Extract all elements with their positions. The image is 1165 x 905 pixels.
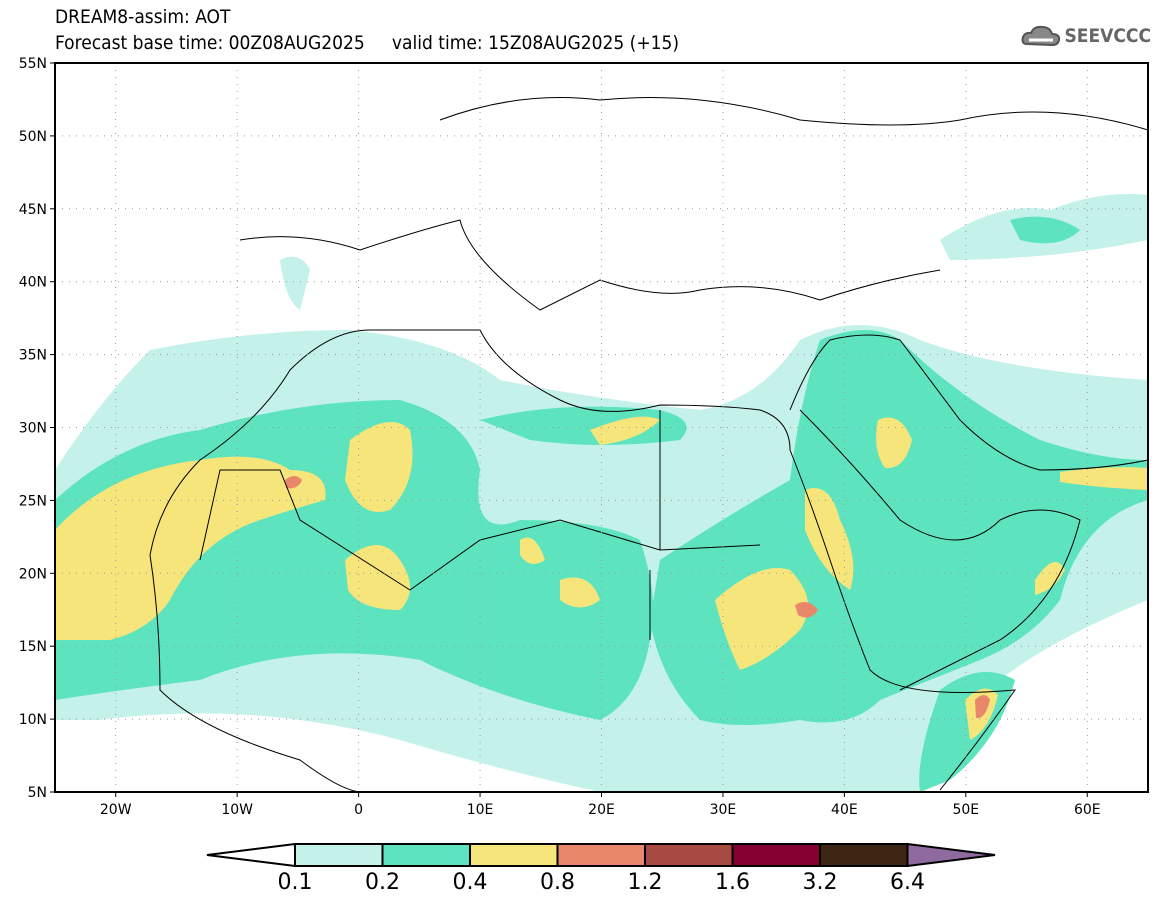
colorbar-label: 1.2 bbox=[627, 870, 663, 895]
lon-label: 10E bbox=[467, 802, 494, 818]
lon-label: 10W bbox=[221, 802, 253, 818]
aot-field-0.4 bbox=[1060, 467, 1148, 490]
colorbar-label: 0.8 bbox=[540, 870, 575, 895]
logo-text: SEEVCCC bbox=[1064, 25, 1151, 47]
aot-field-0.1 bbox=[280, 256, 310, 310]
lat-label: 25N bbox=[19, 493, 47, 509]
aot-field-0.4 bbox=[805, 488, 854, 590]
colorbar-swatch bbox=[294, 843, 384, 867]
aot-field-0.4 bbox=[55, 456, 326, 640]
aot-field-0.4 bbox=[715, 568, 808, 670]
lon-label: 50E bbox=[952, 802, 979, 818]
colorbar-swatch bbox=[731, 843, 821, 867]
lon-label: 20E bbox=[588, 802, 615, 818]
colorbar-label: 0.2 bbox=[365, 870, 400, 895]
colorbar-under-arrow bbox=[206, 842, 296, 868]
aot-field-0.8 bbox=[285, 476, 302, 489]
aot-field-0.4 bbox=[345, 545, 410, 610]
colorbar-label: 0.4 bbox=[452, 870, 488, 895]
aot-field-0.2 bbox=[1010, 216, 1080, 244]
lon-label: 0 bbox=[354, 802, 363, 818]
colorbar-swatch bbox=[469, 843, 559, 867]
lon-label: 20W bbox=[100, 802, 132, 818]
lon-label: 40E bbox=[831, 802, 858, 818]
lat-label: 45N bbox=[19, 202, 47, 218]
longitude-labels: 20W 10W 0 10E 20E 30E 40E 50E 60E bbox=[100, 792, 1101, 818]
aot-field-0.4 bbox=[560, 577, 600, 608]
colorbar-label: 3.2 bbox=[802, 870, 838, 895]
aot-field-0.4 bbox=[520, 537, 545, 564]
lat-label: 35N bbox=[19, 348, 47, 364]
lat-label: 15N bbox=[19, 639, 47, 655]
lat-label: 5N bbox=[28, 785, 47, 801]
lon-label: 30E bbox=[710, 802, 737, 818]
aot-field-0.4 bbox=[1035, 562, 1065, 595]
colorbar-label: 6.4 bbox=[890, 870, 925, 895]
map-title: DREAM8-assim: AOT bbox=[55, 6, 231, 28]
colorbar-swatch bbox=[381, 843, 471, 867]
aot-field-0.8 bbox=[975, 695, 990, 719]
latitude-labels: 55N 50N 45N 40N 35N 30N 25N 20N 15N 10N 5N bbox=[19, 56, 55, 801]
lat-label: 10N bbox=[19, 712, 47, 728]
colorbar-swatch bbox=[819, 843, 909, 867]
colorbar-label: 0.1 bbox=[277, 870, 313, 895]
colorbar-swatch bbox=[556, 843, 646, 867]
aot-field-0.4 bbox=[876, 417, 912, 469]
lat-label: 55N bbox=[19, 56, 47, 72]
seevccc-logo: SEEVCCC bbox=[1021, 24, 1151, 48]
cloud-icon bbox=[1021, 25, 1061, 47]
aot-field-0.4 bbox=[590, 416, 660, 445]
colorbar-swatch bbox=[644, 843, 734, 867]
lat-label: 40N bbox=[19, 275, 47, 291]
colorbar-over-arrow bbox=[906, 842, 996, 868]
colorbar bbox=[206, 842, 996, 868]
lat-label: 50N bbox=[19, 129, 47, 145]
lat-label: 30N bbox=[19, 421, 47, 437]
colorbar-label: 1.6 bbox=[715, 870, 750, 895]
forecast-times: Forecast base time: 00Z08AUG2025 valid t… bbox=[55, 32, 680, 54]
aot-field-0.4 bbox=[345, 422, 413, 512]
aot-fields bbox=[55, 97, 1148, 792]
lat-label: 20N bbox=[19, 566, 47, 582]
coastlines bbox=[149, 97, 1148, 792]
lon-label: 60E bbox=[1074, 802, 1101, 818]
aot-field-0.8 bbox=[795, 601, 818, 618]
